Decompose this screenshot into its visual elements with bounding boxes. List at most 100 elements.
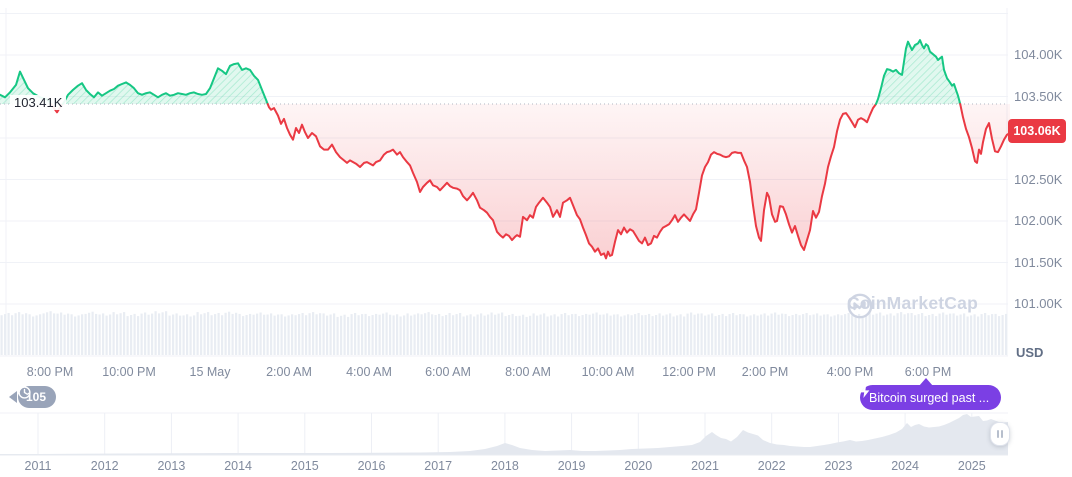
history-silhouette	[0, 414, 1008, 455]
volume-bar	[399, 316, 402, 355]
price-chart-canvas[interactable]	[0, 0, 1072, 360]
volume-bar	[56, 313, 59, 355]
news-count-badge[interactable]: 105	[8, 386, 57, 408]
volume-bar	[221, 315, 224, 355]
news-annotation[interactable]: Bitcoin surged past ...	[860, 385, 1002, 410]
handle-grip	[1001, 430, 1003, 438]
volume-bar	[11, 315, 14, 355]
volume-bar	[438, 313, 441, 355]
volume-bar	[280, 314, 283, 355]
volume-bar	[378, 314, 381, 355]
volume-bar	[42, 313, 45, 355]
x-axis-label: 6:00 AM	[425, 365, 471, 379]
volume-bar	[193, 315, 196, 355]
volume-bar	[826, 314, 829, 355]
volume-bar	[571, 314, 574, 355]
volume-bar	[361, 314, 364, 355]
volume-bar	[494, 314, 497, 355]
volume-bar	[95, 313, 98, 355]
volume-bar	[686, 313, 689, 355]
volume-bar	[154, 311, 157, 355]
volume-bar	[130, 315, 133, 355]
volume-bar	[732, 313, 735, 355]
timeline-navigator[interactable]	[0, 412, 1010, 457]
volume-bar	[620, 316, 623, 355]
volume-bar	[805, 313, 808, 355]
volume-bar	[567, 315, 570, 355]
volume-bar	[546, 316, 549, 355]
lightning-icon	[860, 385, 870, 398]
volume-bar	[595, 312, 598, 355]
volume-bar	[679, 314, 682, 355]
last-price-badge: 103.06K	[1008, 119, 1066, 143]
volume-bar	[60, 312, 63, 355]
volume-bar	[501, 312, 504, 355]
volume-bar	[644, 315, 647, 355]
volume-bar	[672, 316, 675, 355]
volume-bar	[812, 314, 815, 355]
volume-bar	[959, 314, 962, 355]
volume-bar	[431, 314, 434, 355]
volume-bar	[945, 314, 948, 355]
open-price-label: 103.41K	[10, 95, 67, 110]
coinmarketcap-watermark: CoinMarketCap	[847, 293, 978, 319]
volume-bar	[952, 313, 955, 355]
volume-bar	[949, 313, 952, 355]
navigator-handle[interactable]	[990, 422, 1010, 446]
price-line-up	[61, 62, 269, 105]
volume-bar	[875, 313, 878, 355]
volume-bar	[63, 314, 66, 355]
volume-bar	[396, 314, 399, 355]
volume-bar	[329, 314, 332, 355]
volume-bar	[854, 315, 857, 355]
volume-bar	[259, 312, 262, 355]
volume-bar	[889, 313, 892, 355]
volume-bar	[434, 315, 437, 355]
volume-bar	[21, 314, 24, 355]
volume-bar	[354, 313, 357, 355]
x-axis-label: 12:00 PM	[662, 365, 716, 379]
volume-bar	[175, 313, 178, 355]
volume-bar	[336, 316, 339, 355]
volume-bar	[602, 314, 605, 355]
volume-bar	[872, 314, 875, 355]
volume-bar	[270, 313, 273, 355]
volume-bar	[235, 312, 238, 355]
volume-bar	[844, 314, 847, 355]
volume-bar	[403, 315, 406, 355]
volume-bar	[231, 313, 234, 355]
volume-bar	[917, 314, 920, 355]
volume-bar	[277, 314, 280, 355]
volume-bar	[791, 315, 794, 355]
volume-bar	[189, 316, 192, 355]
volume-bar	[938, 313, 941, 355]
volume-bar	[690, 312, 693, 355]
year-label: 2016	[357, 459, 386, 473]
price-line-down	[959, 103, 1011, 164]
volume-bar	[928, 315, 931, 355]
volume-bar	[25, 313, 28, 355]
volume-bar	[238, 313, 241, 355]
volume-bar	[497, 313, 500, 355]
volume-bar	[7, 313, 10, 355]
volume-bar	[81, 314, 84, 355]
volume-bar	[102, 313, 105, 355]
volume-bar	[693, 314, 696, 355]
volume-bar	[284, 316, 287, 355]
volume-bar	[319, 313, 322, 355]
year-label: 2020	[624, 459, 653, 473]
volume-bar	[420, 314, 423, 355]
volume-bar	[830, 316, 833, 355]
volume-bar	[980, 314, 983, 355]
volume-bar	[462, 316, 465, 355]
volume-bar	[662, 315, 665, 355]
volume-bar	[245, 315, 248, 355]
volume-bar	[994, 313, 997, 355]
year-label: 2021	[691, 459, 719, 473]
volume-bar	[424, 313, 427, 355]
volume-bar	[4, 314, 7, 355]
volume-bar	[735, 315, 738, 355]
volume-bar	[133, 313, 136, 355]
volume-bar	[515, 316, 518, 355]
volume-bar	[858, 313, 861, 355]
